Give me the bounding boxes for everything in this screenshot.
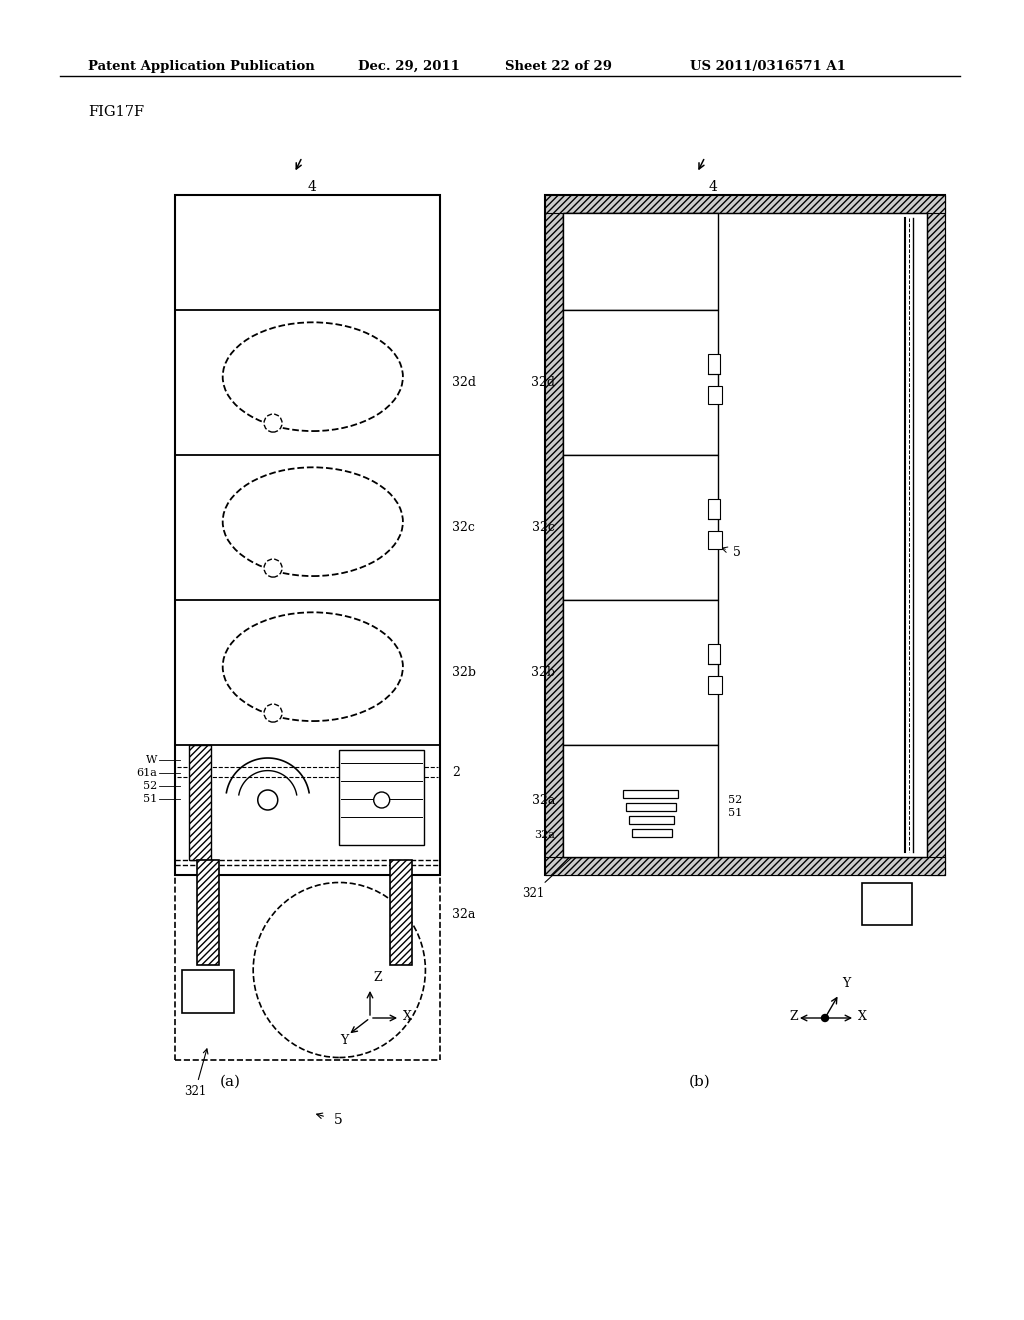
Text: 32b: 32b — [452, 667, 476, 678]
Circle shape — [264, 704, 282, 722]
Bar — [708, 531, 722, 549]
Bar — [708, 385, 722, 404]
Bar — [189, 744, 211, 861]
Bar — [197, 861, 219, 965]
Text: US 2011/0316571 A1: US 2011/0316571 A1 — [690, 59, 846, 73]
Bar — [545, 857, 945, 875]
Text: (a): (a) — [219, 1074, 241, 1089]
Text: 32d: 32d — [452, 376, 476, 389]
Circle shape — [264, 560, 282, 577]
Text: X: X — [403, 1011, 412, 1023]
Text: 52: 52 — [728, 795, 742, 805]
Bar — [545, 195, 945, 213]
Text: W: W — [603, 774, 615, 787]
Circle shape — [374, 792, 390, 808]
Bar — [339, 750, 424, 845]
Text: 4: 4 — [307, 180, 316, 194]
Text: FIG17F: FIG17F — [88, 106, 144, 119]
Text: 32a: 32a — [535, 829, 555, 840]
Text: 32c: 32c — [532, 521, 555, 535]
Text: 61a: 61a — [136, 768, 157, 777]
Bar — [708, 499, 720, 519]
Bar — [623, 789, 678, 799]
Text: 51: 51 — [142, 795, 157, 804]
Text: 32b: 32b — [531, 667, 555, 678]
Ellipse shape — [222, 322, 402, 432]
Bar — [708, 676, 722, 693]
Text: 51: 51 — [728, 808, 742, 818]
Text: 52: 52 — [142, 781, 157, 791]
Ellipse shape — [222, 612, 402, 721]
Bar — [182, 970, 234, 1012]
Ellipse shape — [222, 467, 402, 576]
Circle shape — [367, 1015, 374, 1022]
Bar — [626, 803, 676, 810]
Circle shape — [264, 414, 282, 432]
Text: 61a: 61a — [653, 788, 674, 799]
Text: Z: Z — [373, 972, 382, 983]
Text: W: W — [145, 755, 157, 766]
Bar — [545, 195, 563, 875]
Bar — [632, 829, 672, 837]
Bar — [862, 883, 912, 925]
Text: 5: 5 — [334, 1113, 343, 1127]
Bar — [390, 861, 412, 965]
Text: Z: Z — [790, 1011, 798, 1023]
Bar — [563, 601, 718, 744]
Bar — [563, 455, 718, 601]
Bar — [927, 195, 945, 875]
Text: 321: 321 — [184, 1049, 208, 1098]
Text: 2: 2 — [688, 813, 696, 826]
Text: 32d: 32d — [531, 376, 555, 389]
Text: 2: 2 — [452, 766, 460, 779]
Bar — [563, 213, 927, 857]
Bar — [545, 195, 945, 875]
Bar — [175, 195, 440, 875]
Circle shape — [821, 1015, 828, 1022]
Text: 321: 321 — [522, 850, 580, 900]
Text: 5: 5 — [733, 545, 741, 558]
Text: Dec. 29, 2011: Dec. 29, 2011 — [358, 59, 460, 73]
Text: 4: 4 — [709, 180, 718, 194]
Bar — [708, 644, 720, 664]
Text: 32a: 32a — [452, 908, 475, 921]
Bar — [708, 354, 720, 374]
Text: 32c: 32c — [452, 521, 475, 535]
Circle shape — [258, 789, 278, 810]
Text: 32a: 32a — [531, 795, 555, 808]
Text: X: X — [858, 1011, 867, 1023]
Bar — [629, 816, 674, 824]
Bar — [563, 213, 718, 310]
Text: Y: Y — [340, 1035, 348, 1048]
Text: Y: Y — [842, 977, 850, 990]
Ellipse shape — [253, 883, 425, 1057]
Text: Sheet 22 of 29: Sheet 22 of 29 — [505, 59, 612, 73]
Text: Patent Application Publication: Patent Application Publication — [88, 59, 314, 73]
Bar — [563, 744, 718, 857]
Text: (b): (b) — [689, 1074, 711, 1089]
Bar — [563, 310, 718, 455]
